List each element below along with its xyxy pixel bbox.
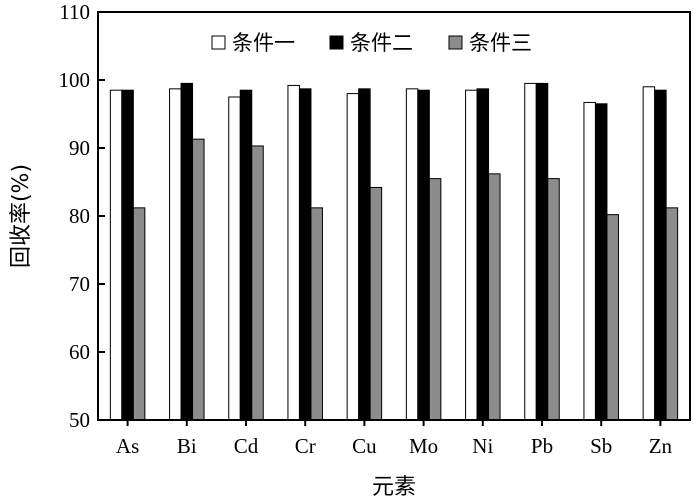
x-tick-label: Mo [409, 434, 438, 458]
bar-As-series-1 [109, 89, 123, 421]
bar-Cr-series-2 [298, 88, 312, 421]
y-tick-label: 90 [69, 136, 90, 160]
x-tick-label: Bi [177, 434, 197, 458]
bar-Mo-series-3 [428, 178, 442, 421]
x-tick-label: Cu [352, 434, 377, 458]
bar-Mo-series-1 [405, 88, 419, 421]
bar-marks [109, 82, 679, 421]
y-axis-ticks: 50 60 70 80 90 100 110 [59, 0, 105, 432]
plot-frame [97, 11, 691, 421]
y-tick-label: 60 [69, 340, 90, 364]
bar-Ni-series-3 [488, 173, 501, 421]
bar-Zn-series-1 [642, 86, 656, 421]
x-tick-label: Ni [472, 434, 493, 458]
y-tick-label: 70 [69, 272, 90, 296]
bar-Pb-series-2 [535, 82, 549, 421]
bar-Cr-series-1 [287, 84, 300, 421]
x-tick-labels: As Bi Cd Cr Cu Mo Ni Pb Sb Zn [116, 420, 673, 458]
bar-Zn-series-2 [654, 89, 667, 421]
bar-As-series-3 [132, 207, 146, 421]
x-tick-label: Pb [531, 434, 553, 458]
bar-Pb-series-3 [547, 178, 560, 421]
bar-Ni-series-2 [476, 88, 490, 421]
bar-Cd-series-1 [228, 96, 241, 421]
bar-Sb-series-2 [594, 103, 608, 421]
bar-Cu-series-2 [358, 88, 371, 421]
bar-Cu-series-1 [346, 93, 360, 421]
y-tick-label: 80 [69, 204, 90, 228]
legend: 条件一 条件二 条件三 [211, 31, 532, 55]
bar-Sb-series-1 [583, 101, 596, 421]
legend-label-series-2: 条件二 [350, 31, 413, 55]
bar-Bi-series-2 [180, 82, 194, 421]
legend-swatch-series-1 [211, 35, 226, 50]
legend-swatch-series-3 [448, 35, 463, 50]
bar-Bi-series-1 [169, 88, 182, 421]
legend-label-series-3: 条件三 [469, 31, 532, 55]
bar-Ni-series-1 [465, 89, 478, 421]
x-tick-label: As [116, 434, 139, 458]
y-tick-label: 100 [59, 68, 91, 92]
bar-Zn-series-3 [665, 207, 679, 421]
bar-Cu-series-3 [369, 186, 383, 421]
bar-Mo-series-2 [417, 89, 430, 421]
bar-Bi-series-3 [192, 138, 205, 421]
legend-label-series-1: 条件一 [232, 31, 295, 55]
bar-Pb-series-1 [524, 82, 537, 421]
legend-swatch-series-2 [329, 35, 344, 50]
y-tick-label: 50 [69, 408, 90, 432]
x-tick-label: Sb [590, 434, 612, 458]
x-axis-title: 元素 [372, 475, 416, 500]
bar-Sb-series-3 [606, 214, 619, 421]
bar-Cd-series-3 [251, 145, 264, 421]
y-axis-title: 回收率(%) [9, 164, 34, 268]
x-tick-label: Cr [295, 434, 316, 458]
y-tick-label: 110 [59, 0, 90, 24]
x-tick-label: Zn [649, 434, 673, 458]
bar-As-series-2 [121, 89, 134, 421]
x-tick-label: Cd [234, 434, 259, 458]
bar-Cd-series-2 [239, 89, 253, 421]
bar-Cr-series-3 [310, 207, 323, 421]
